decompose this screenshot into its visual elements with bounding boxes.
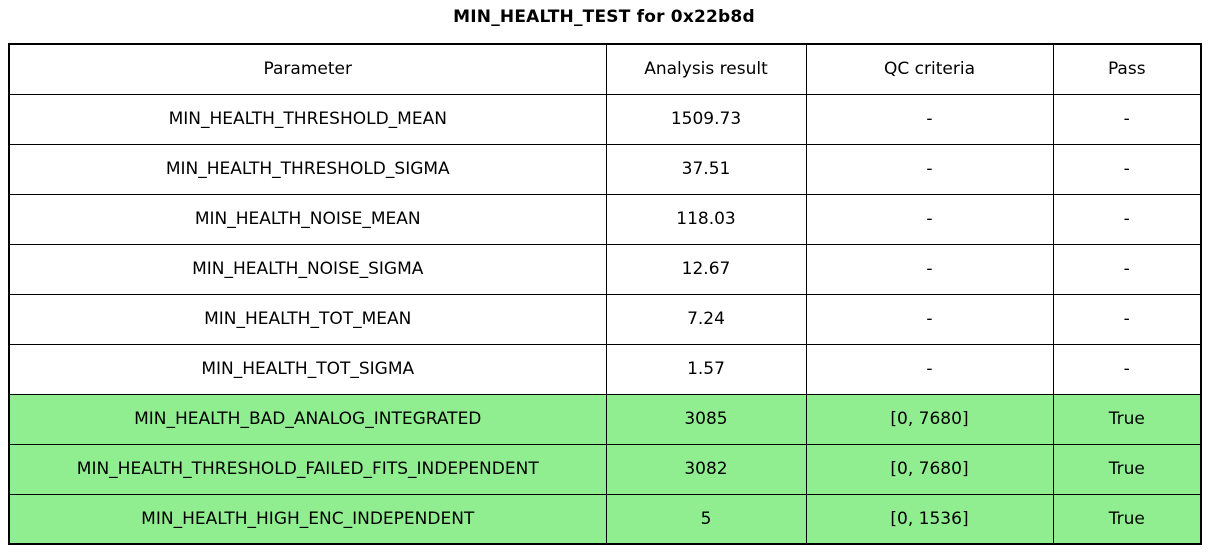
analysis-result-cell: 3085 xyxy=(605,393,807,445)
pass-cell: - xyxy=(1052,293,1202,345)
analysis-result-cell: 118.03 xyxy=(605,193,807,245)
table-row: MIN_HEALTH_THRESHOLD_FAILED_FITS_INDEPEN… xyxy=(8,443,1202,495)
page-title: MIN_HEALTH_TEST for 0x22b8d xyxy=(453,7,755,27)
table-header: Parameter Analysis result QC criteria Pa… xyxy=(8,43,1202,95)
parameter-cell: MIN_HEALTH_HIGH_ENC_INDEPENDENT xyxy=(8,493,607,545)
analysis-result-cell: 1.57 xyxy=(605,343,807,395)
qc-criteria-cell: [0, 7680] xyxy=(805,393,1054,445)
table-row: MIN_HEALTH_NOISE_MEAN 118.03- - xyxy=(8,193,1202,245)
qc-criteria-cell: - xyxy=(805,93,1054,145)
qc-criteria-cell: - xyxy=(805,143,1054,195)
analysis-result-cell: 5 xyxy=(605,493,807,545)
pass-cell: - xyxy=(1052,193,1202,245)
qc-criteria-cell: - xyxy=(805,243,1054,295)
table-row: MIN_HEALTH_TOT_SIGMA 1.57- - xyxy=(8,343,1202,395)
table-body: MIN_HEALTH_THRESHOLD_MEAN 1509.73- - MIN_HE… xyxy=(8,93,1202,545)
qc-criteria-cell: - xyxy=(805,293,1054,345)
column-header-parameter: Parameter xyxy=(8,43,607,95)
pass-cell: - xyxy=(1052,243,1202,295)
table-row: MIN_HEALTH_BAD_ANALOG_INTEGRATED 3085 [0, … xyxy=(8,393,1202,445)
parameter-cell: MIN_HEALTH_BAD_ANALOG_INTEGRATED xyxy=(8,393,607,445)
parameter-cell: MIN_HEALTH_THRESHOLD_SIGMA xyxy=(8,143,607,195)
pass-cell: - xyxy=(1052,143,1202,195)
pass-cell: True xyxy=(1052,443,1202,495)
qc-results-table: Parameter Analysis result QC criteria Pa… xyxy=(8,43,1202,545)
analysis-result-cell: 12.67 xyxy=(605,243,807,295)
column-header-analysis-result: Analysis result xyxy=(605,43,807,95)
table-row: MIN_HEALTH_NOISE_SIGMA 12.67- - xyxy=(8,243,1202,295)
table-row: MIN_HEALTH_THRESHOLD_SIGMA 37.51- - xyxy=(8,143,1202,195)
pass-cell: - xyxy=(1052,93,1202,145)
analysis-result-cell: 1509.73 xyxy=(605,93,807,145)
analysis-result-cell: 3082 xyxy=(605,443,807,495)
table-row: MIN_HEALTH_TOT_MEAN 7.24- - xyxy=(8,293,1202,345)
pass-cell: - xyxy=(1052,343,1202,395)
parameter-cell: MIN_HEALTH_THRESHOLD_MEAN xyxy=(8,93,607,145)
table-row: MIN_HEALTH_HIGH_ENC_INDEPENDENT 5 [0, 1536… xyxy=(8,493,1202,545)
analysis-result-cell: 37.51 xyxy=(605,143,807,195)
column-header-pass: Pass xyxy=(1052,43,1202,95)
qc-criteria-cell: - xyxy=(805,193,1054,245)
parameter-cell: MIN_HEALTH_TOT_SIGMA xyxy=(8,343,607,395)
parameter-cell: MIN_HEALTH_NOISE_SIGMA xyxy=(8,243,607,295)
analysis-result-cell: 7.24 xyxy=(605,293,807,345)
pass-cell: True xyxy=(1052,493,1202,545)
pass-cell: True xyxy=(1052,393,1202,445)
parameter-cell: MIN_HEALTH_THRESHOLD_FAILED_FITS_INDEPEN… xyxy=(8,443,607,495)
column-header-qc-criteria: QC criteria xyxy=(805,43,1054,95)
qc-criteria-cell: [0, 7680] xyxy=(805,443,1054,495)
table-row: MIN_HEALTH_THRESHOLD_MEAN 1509.73- - xyxy=(8,93,1202,145)
qc-criteria-cell: [0, 1536] xyxy=(805,493,1054,545)
qc-criteria-cell: - xyxy=(805,343,1054,395)
parameter-cell: MIN_HEALTH_NOISE_MEAN xyxy=(8,193,607,245)
parameter-cell: MIN_HEALTH_TOT_MEAN xyxy=(8,293,607,345)
header-row: Parameter Analysis result QC criteria Pa… xyxy=(8,43,1202,95)
